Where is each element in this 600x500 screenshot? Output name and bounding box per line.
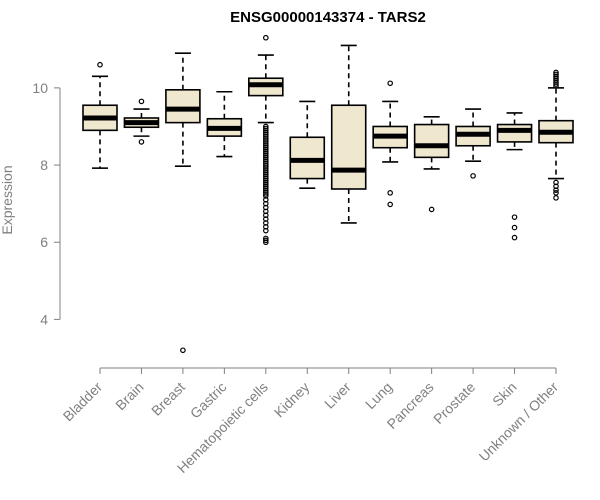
x-tick-label: Prostate (430, 379, 478, 427)
outlier-point (470, 173, 476, 179)
iqr-box (496, 123, 533, 143)
outlier-point (553, 83, 559, 89)
outlier-point (511, 234, 518, 241)
outlier-point (263, 227, 269, 234)
x-tick-label: Skin (489, 379, 520, 410)
iqr-box (165, 89, 201, 124)
outlier-point (180, 347, 186, 354)
iqr-box (289, 136, 326, 180)
x-tick-label: Kidney (271, 379, 313, 421)
outlier-point (553, 187, 559, 193)
x-tick-label: Liver (321, 379, 354, 412)
box-skin (496, 112, 533, 241)
chart-title: ENSG00000143374 - TARS2 (230, 9, 426, 26)
box-liver (330, 44, 367, 224)
box-kidney (289, 100, 326, 190)
outlier-point (138, 139, 145, 145)
iqr-box (330, 104, 367, 190)
y-axis: 4 6 8 10 (32, 80, 61, 327)
outlier-point (263, 237, 269, 244)
box-breast (165, 52, 201, 354)
iqr-box (413, 123, 450, 159)
outlier-point (387, 201, 393, 208)
boxes-group (82, 34, 574, 354)
outlier-point (553, 195, 559, 201)
x-tick-label: Brain (112, 379, 146, 413)
outlier-point (553, 190, 559, 196)
y-axis-label: Expression (0, 165, 15, 234)
box-hematopoietic-cells (248, 34, 284, 246)
x-tick-label: Lung (362, 379, 395, 412)
outlier-point (387, 80, 393, 87)
outlier-point (553, 81, 559, 87)
box-bladder (82, 61, 118, 169)
outlier-point (263, 239, 269, 246)
box-lung (372, 80, 408, 208)
box-brain (123, 98, 160, 145)
x-tick-label: Breast (148, 379, 188, 419)
outlier-point (428, 206, 435, 213)
x-tick-label: Bladder (60, 379, 106, 425)
box-gastric (206, 90, 243, 158)
outlier-point (263, 191, 269, 197)
outlier-point (387, 190, 393, 196)
box-prostate (455, 108, 491, 179)
y-tick-label: 10 (32, 80, 48, 96)
y-tick-label: 6 (40, 234, 48, 250)
outlier-point (511, 214, 518, 220)
box-unknown-other (538, 69, 574, 201)
y-tick-label: 8 (40, 157, 48, 173)
box-pancreas (413, 116, 450, 213)
outlier-point (511, 224, 518, 231)
outlier-point (97, 61, 103, 68)
x-tick-label: Unknown / Other (476, 379, 562, 465)
y-tick-label: 4 (40, 311, 48, 327)
outlier-point (263, 34, 269, 41)
outlier-point (138, 98, 145, 105)
